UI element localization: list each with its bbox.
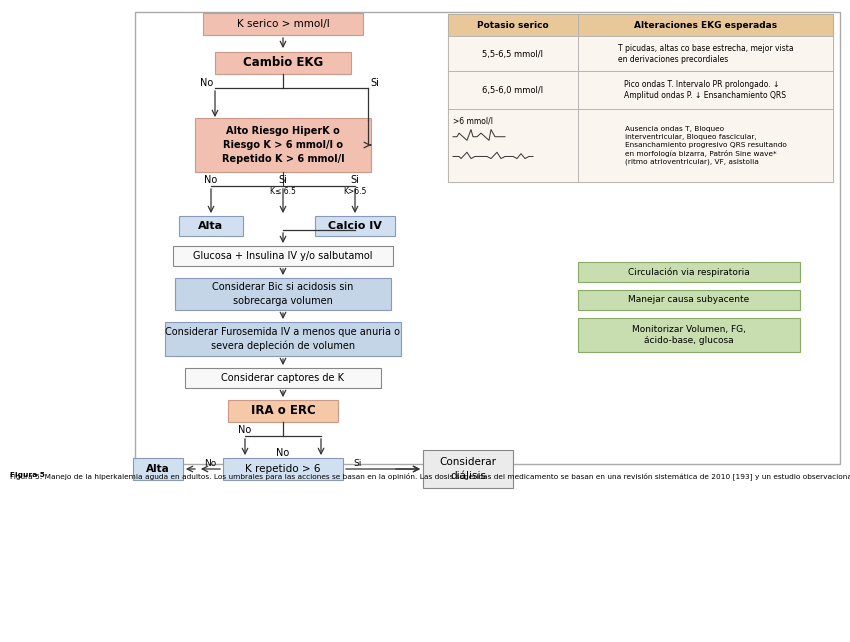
- Text: K repetido > 6: K repetido > 6: [246, 464, 320, 474]
- Text: Circulación via respiratoria: Circulación via respiratoria: [628, 267, 750, 277]
- Text: Considerar Bic si acidosis sin
sobrecarga volumen: Considerar Bic si acidosis sin sobrecarg…: [212, 282, 354, 306]
- Text: K>6.5: K>6.5: [343, 186, 366, 196]
- Text: Alto Riesgo HiperK o
Riesgo K > 6 mmol/l o
Repetido K > 6 mmol/l: Alto Riesgo HiperK o Riesgo K > 6 mmol/l…: [222, 126, 344, 164]
- Bar: [173, 246, 393, 266]
- Bar: [448, 36, 578, 71]
- Text: Monitorizar Volumen, FG,
ácido-base, glucosa: Monitorizar Volumen, FG, ácido-base, glu…: [632, 325, 746, 345]
- Text: 6,5-6,0 mmol/l: 6,5-6,0 mmol/l: [483, 85, 543, 94]
- Text: >6 mmol/l: >6 mmol/l: [453, 117, 493, 126]
- Bar: [448, 14, 578, 36]
- Bar: [578, 36, 833, 71]
- Text: IRA o ERC: IRA o ERC: [251, 404, 315, 417]
- Bar: [448, 109, 578, 182]
- Text: Pico ondas T. Intervalo PR prolongado. ↓
Amplitud ondas P. ↓ Ensanchamiento QRS: Pico ondas T. Intervalo PR prolongado. ↓…: [625, 80, 786, 100]
- Bar: [165, 322, 401, 356]
- Text: Figura 5: Manejo de la hiperkalemia aguda en adultos. Los umbrales para las acci: Figura 5: Manejo de la hiperkalemia agud…: [10, 472, 850, 480]
- Text: Calcio IV: Calcio IV: [328, 221, 382, 231]
- Text: No: No: [276, 448, 290, 458]
- Text: Si: Si: [279, 175, 287, 185]
- Bar: [175, 278, 391, 310]
- Text: No: No: [204, 175, 218, 185]
- Text: Figura 5: Figura 5: [10, 472, 45, 478]
- Bar: [578, 290, 800, 310]
- Bar: [185, 368, 381, 388]
- Text: Potasio serico: Potasio serico: [477, 21, 549, 30]
- Text: Ausencia ondas T, Bloqueo
interventricular, Bloqueo fascicular,
Ensanchamiento p: Ausencia ondas T, Bloqueo interventricul…: [625, 126, 786, 165]
- Text: Si: Si: [354, 460, 362, 469]
- Text: Considerar
diálisis: Considerar diálisis: [439, 457, 496, 481]
- Text: K serico > mmol/l: K serico > mmol/l: [236, 19, 329, 29]
- Text: Considerar Furosemida IV a menos que anuria o
severa depleción de volumen: Considerar Furosemida IV a menos que anu…: [166, 327, 400, 351]
- Text: Manejar causa subyacente: Manejar causa subyacente: [628, 295, 750, 304]
- Bar: [448, 14, 833, 182]
- Text: 5,5-6,5 mmol/l: 5,5-6,5 mmol/l: [483, 49, 543, 58]
- Bar: [228, 400, 338, 422]
- Bar: [448, 71, 578, 109]
- Bar: [195, 118, 371, 172]
- Bar: [179, 216, 243, 236]
- Text: Glucosa + Insulina IV y/o salbutamol: Glucosa + Insulina IV y/o salbutamol: [193, 251, 373, 261]
- Bar: [578, 14, 833, 36]
- Bar: [223, 458, 343, 480]
- Text: Considerar captores de K: Considerar captores de K: [222, 373, 344, 383]
- Text: Alta: Alta: [146, 464, 170, 474]
- Text: Cambio EKG: Cambio EKG: [243, 56, 323, 69]
- Text: No: No: [238, 425, 252, 435]
- Bar: [423, 450, 513, 488]
- Text: Si: Si: [370, 78, 379, 88]
- Text: Si: Si: [350, 175, 360, 185]
- Bar: [578, 262, 800, 282]
- Text: Alta: Alta: [198, 221, 224, 231]
- Bar: [578, 71, 833, 109]
- Bar: [133, 458, 183, 480]
- Bar: [578, 318, 800, 352]
- Text: Alteraciones EKG esperadas: Alteraciones EKG esperadas: [634, 21, 777, 30]
- Text: T picudas, altas co base estrecha, mejor vista
en derivaciones precordiales: T picudas, altas co base estrecha, mejor…: [618, 44, 793, 64]
- Text: No: No: [200, 78, 213, 88]
- Bar: [215, 52, 351, 74]
- Text: No: No: [204, 460, 216, 469]
- Text: K≤ 6.5: K≤ 6.5: [270, 186, 296, 196]
- Bar: [315, 216, 395, 236]
- Bar: [203, 13, 363, 35]
- Bar: [135, 12, 840, 464]
- Bar: [578, 109, 833, 182]
